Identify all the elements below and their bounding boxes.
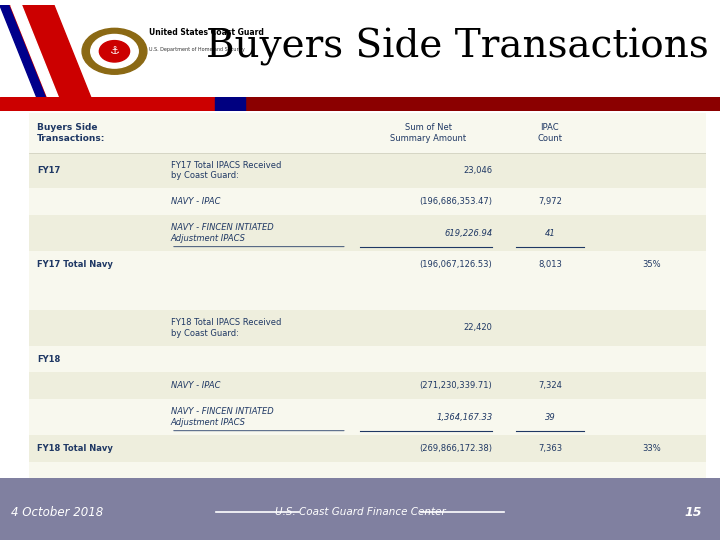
Bar [215, 97, 245, 111]
Text: 22,420: 22,420 [464, 323, 492, 332]
Bar [29, 215, 706, 251]
Bar [29, 278, 706, 294]
Text: FY18 Total IPACS Received
by Coast Guard:: FY18 Total IPACS Received by Coast Guard… [171, 318, 282, 338]
Bar [29, 373, 706, 399]
Text: 4 October 2018: 4 October 2018 [11, 505, 103, 518]
Text: (269,866,172.38): (269,866,172.38) [420, 444, 492, 453]
Polygon shape [11, 5, 58, 97]
Text: 39: 39 [544, 413, 555, 422]
Bar [245, 97, 720, 111]
Text: (271,230,339.71): (271,230,339.71) [420, 381, 492, 390]
Text: Buyers Side
Transactions:: Buyers Side Transactions: [37, 123, 105, 143]
Bar [0, 97, 215, 111]
Text: (196,067,126.53): (196,067,126.53) [420, 260, 492, 269]
Bar [29, 346, 706, 373]
Circle shape [82, 28, 147, 74]
Text: FY18 Total Navy: FY18 Total Navy [37, 444, 113, 453]
Bar [29, 153, 706, 188]
Bar [29, 435, 706, 462]
Text: NAVY - FINCEN INTIATED
Adjustment IPACS: NAVY - FINCEN INTIATED Adjustment IPACS [171, 224, 274, 243]
Polygon shape [4, 5, 91, 97]
Bar [29, 310, 706, 346]
Text: 41: 41 [544, 228, 555, 238]
Bar [29, 113, 706, 153]
Text: Sum of Net
Summary Amount: Sum of Net Summary Amount [390, 123, 466, 143]
Bar [29, 251, 706, 278]
Text: U.S. Department of Homeland Security: U.S. Department of Homeland Security [149, 47, 245, 52]
Bar [29, 188, 706, 215]
Text: U.S. Coast Guard Finance Center: U.S. Coast Guard Finance Center [274, 507, 446, 517]
Text: NAVY - IPAC: NAVY - IPAC [171, 197, 220, 206]
Text: 8,013: 8,013 [538, 260, 562, 269]
Text: FY18: FY18 [37, 355, 60, 363]
Text: 619,226.94: 619,226.94 [444, 228, 492, 238]
Circle shape [91, 35, 138, 68]
Text: 7,363: 7,363 [538, 444, 562, 453]
Text: Buyers Side Transactions: Buyers Side Transactions [206, 28, 708, 66]
Text: NAVY - IPAC: NAVY - IPAC [171, 381, 220, 390]
Bar [29, 294, 706, 310]
Text: (196,686,353.47): (196,686,353.47) [420, 197, 492, 206]
Circle shape [99, 40, 130, 62]
Bar [29, 462, 706, 478]
Bar [29, 399, 706, 435]
Text: FY17 Total IPACS Received
by Coast Guard:: FY17 Total IPACS Received by Coast Guard… [171, 161, 282, 180]
Text: 1,364,167.33: 1,364,167.33 [436, 413, 492, 422]
Text: 35%: 35% [642, 260, 661, 269]
Circle shape [80, 27, 149, 76]
Text: 15: 15 [685, 505, 702, 518]
Polygon shape [0, 5, 45, 97]
Text: United States Coast Guard: United States Coast Guard [149, 28, 264, 37]
Text: 33%: 33% [642, 444, 661, 453]
Text: 7,324: 7,324 [538, 381, 562, 390]
Text: 23,046: 23,046 [463, 166, 492, 175]
Text: ⚓: ⚓ [109, 46, 120, 56]
Text: NAVY - FINCEN INTIATED
Adjustment IPACS: NAVY - FINCEN INTIATED Adjustment IPACS [171, 408, 274, 427]
Text: 7,972: 7,972 [538, 197, 562, 206]
Text: FY17: FY17 [37, 166, 60, 175]
Text: IPAC
Count: IPAC Count [537, 123, 562, 143]
Text: FY17 Total Navy: FY17 Total Navy [37, 260, 113, 269]
